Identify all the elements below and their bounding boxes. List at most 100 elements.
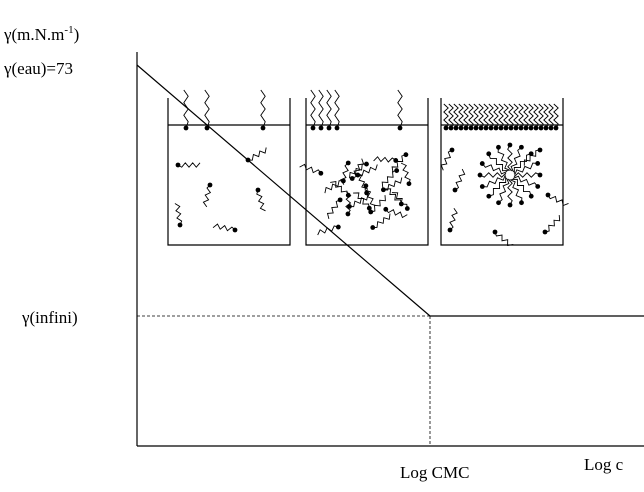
surfactant-tail bbox=[401, 163, 410, 184]
surfactant-head bbox=[350, 176, 355, 181]
y-axis-label-close: ) bbox=[74, 25, 80, 44]
surfactant-tail bbox=[328, 200, 341, 219]
surfactant-tail bbox=[327, 90, 331, 128]
surfactant-head bbox=[474, 126, 479, 131]
surfactant-tail bbox=[261, 90, 265, 128]
surfactant-tail bbox=[383, 178, 401, 191]
surfactant-tail bbox=[392, 193, 407, 209]
surfactant-tail bbox=[373, 214, 390, 228]
surfactant-head bbox=[478, 173, 483, 178]
surfactant-tail bbox=[455, 169, 465, 190]
surfactant-head bbox=[368, 210, 373, 215]
surfactant-head bbox=[205, 126, 210, 131]
surfactant-head bbox=[535, 161, 540, 166]
surfactant-head bbox=[454, 126, 459, 131]
surfactant-head bbox=[341, 179, 346, 184]
surfactant-head bbox=[479, 126, 484, 131]
surfactant-head bbox=[494, 126, 499, 131]
surfactant-head bbox=[508, 143, 513, 148]
surfactant-head bbox=[499, 126, 504, 131]
y-axis-label-exponent: -1 bbox=[64, 24, 73, 36]
surfactant-head bbox=[398, 126, 403, 131]
surfactant-tail bbox=[545, 215, 560, 232]
surfactant-head bbox=[364, 191, 369, 196]
diagram: γ(m.N.m-1) γ(eau)=73 γ(infini) Log CMC L… bbox=[0, 0, 644, 492]
surfactant-head bbox=[554, 126, 559, 131]
surfactant-head bbox=[546, 193, 551, 198]
surfactant-tail bbox=[450, 208, 457, 230]
surfactant-tail bbox=[495, 232, 513, 246]
surfactant-head bbox=[484, 126, 489, 131]
surfactant-head bbox=[486, 194, 491, 199]
surfactant-head bbox=[544, 126, 549, 131]
surfactant-head bbox=[493, 230, 498, 235]
surfactant-head bbox=[311, 126, 316, 131]
surfactant-head bbox=[489, 126, 494, 131]
surfactant-head bbox=[346, 193, 351, 198]
surfactant-tail bbox=[311, 90, 315, 128]
surfactant-tail bbox=[386, 209, 408, 217]
surfactant-tail bbox=[482, 164, 507, 174]
surfactant-tail bbox=[548, 195, 569, 206]
surfactant-head bbox=[480, 184, 485, 189]
surfactant-head bbox=[529, 194, 534, 199]
surfactant-head bbox=[519, 200, 524, 205]
surfactant-head bbox=[399, 202, 404, 207]
surfactant-head bbox=[233, 228, 238, 233]
surfactant-head bbox=[318, 171, 323, 176]
surfactant-tail bbox=[213, 224, 235, 231]
surfactant-head bbox=[539, 126, 544, 131]
surfactant-head bbox=[459, 126, 464, 131]
surfactant-tail bbox=[300, 164, 321, 173]
surfactant-head bbox=[335, 126, 340, 131]
surfactant-head bbox=[504, 126, 509, 131]
infinite-label: γ(infini) bbox=[21, 308, 78, 327]
surfactant-head bbox=[529, 126, 534, 131]
surfactant-head bbox=[405, 206, 410, 211]
beakers bbox=[168, 90, 569, 246]
surfactant-head bbox=[261, 126, 266, 131]
surfactant-head bbox=[486, 151, 491, 156]
surfactant-head bbox=[480, 161, 485, 166]
surfactant-head bbox=[496, 145, 501, 150]
surfactant-tail bbox=[374, 157, 396, 162]
surfactant-head bbox=[453, 188, 458, 193]
water-label: γ(eau)=73 bbox=[3, 59, 73, 78]
surfactant-head bbox=[178, 223, 183, 228]
surfactant-tail bbox=[205, 90, 209, 128]
surfactant-tail bbox=[335, 90, 339, 128]
surfactant-head bbox=[383, 207, 388, 212]
surfactant-head bbox=[256, 188, 261, 193]
surfactant-tail bbox=[392, 155, 406, 173]
surfactant-head bbox=[538, 173, 543, 178]
surfactant-head bbox=[346, 212, 351, 217]
surfactant-head bbox=[346, 161, 351, 166]
surfactant-tail bbox=[385, 189, 401, 204]
surfactant-tail bbox=[330, 182, 348, 196]
axes bbox=[137, 52, 644, 446]
surfactant-head bbox=[355, 173, 360, 178]
surfactant-tail bbox=[257, 190, 266, 211]
surfactant-head bbox=[543, 230, 548, 235]
surfactant-head bbox=[448, 228, 453, 233]
surfactant-head bbox=[184, 126, 189, 131]
surfactant-head bbox=[464, 126, 469, 131]
surfactant-head bbox=[519, 126, 524, 131]
surfactant-head bbox=[403, 152, 408, 157]
surfactant-head bbox=[381, 187, 386, 192]
surfactant-tail bbox=[499, 178, 509, 203]
surfactant-tail bbox=[175, 204, 182, 226]
beaker bbox=[168, 98, 290, 245]
surfactant-head bbox=[208, 183, 213, 188]
surfactant-tail bbox=[178, 163, 200, 167]
surfactant-head bbox=[450, 148, 455, 153]
surfactant-head bbox=[394, 168, 399, 173]
surfactant-tail bbox=[511, 147, 521, 172]
x-axis-label: Log c bbox=[584, 455, 624, 474]
surfactant-head bbox=[534, 126, 539, 131]
surfactant-head bbox=[496, 200, 501, 205]
surfactant-head bbox=[519, 145, 524, 150]
surfactant-head bbox=[469, 126, 474, 131]
surfactant-head bbox=[336, 225, 341, 230]
y-axis-label: γ(m.N.m-1) bbox=[3, 24, 79, 44]
